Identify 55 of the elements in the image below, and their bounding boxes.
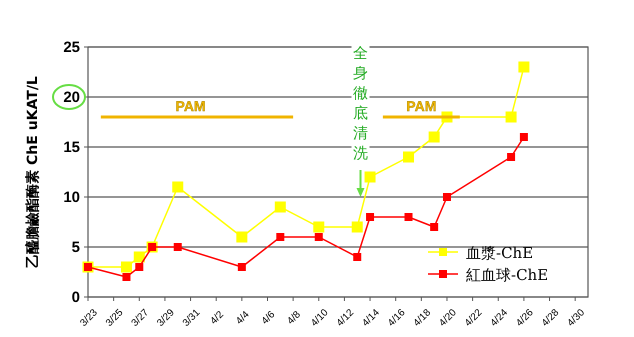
point [120, 262, 132, 272]
point [122, 273, 130, 281]
point [404, 213, 413, 221]
point [238, 263, 246, 271]
point [442, 193, 451, 201]
x-tick-label: 4/16 [386, 306, 408, 329]
point [134, 252, 145, 262]
point [366, 213, 374, 221]
annotation: PAM [176, 98, 206, 114]
x-tick-label: 3/31 [180, 306, 203, 329]
point [428, 132, 440, 142]
x-tick-label: 4/10 [309, 306, 331, 329]
x-tick-label: 4/22 [462, 306, 485, 329]
x-tick-label: 4/18 [412, 306, 434, 329]
x-tick-label: 4/4 [234, 308, 252, 327]
point [364, 172, 376, 182]
y-tick-label: 10 [63, 189, 80, 206]
x-tick-label: 4/20 [437, 306, 460, 329]
x-tick-label: 4/8 [285, 308, 304, 327]
point [430, 223, 438, 231]
point [518, 62, 530, 72]
x-tick-label: 4/24 [488, 306, 510, 329]
point [172, 182, 184, 192]
point [352, 222, 363, 232]
x-tick-label: 3/29 [155, 306, 178, 329]
x-tick-label: 4/6 [260, 308, 278, 327]
point [314, 233, 323, 241]
point [276, 233, 284, 241]
x-tick-label: 4/26 [514, 306, 536, 329]
legend-label: 紅血球-ChE [466, 266, 548, 284]
x-tick-label: 3/23 [78, 306, 100, 329]
y-tick-label: 15 [63, 139, 80, 156]
x-tick-label: 4/2 [208, 308, 226, 327]
y-tick-label: 0 [72, 289, 80, 306]
annotation: 全身徹底清洗 [353, 44, 368, 162]
legend-label: 血漿-ChE [466, 244, 534, 262]
point [274, 202, 286, 212]
point [507, 153, 516, 161]
point [135, 263, 144, 271]
y-tick-label: 5 [72, 239, 80, 256]
x-tick-label: 4/12 [334, 306, 357, 329]
point [403, 152, 414, 162]
x-tick-label: 4/14 [360, 306, 382, 329]
point [520, 133, 528, 141]
point [236, 232, 248, 242]
y-axis-title: 乙醯膽鹼酯酶素 ChE uKAT/L [24, 76, 41, 268]
point [313, 222, 324, 232]
y-tick-label: 20 [63, 89, 80, 106]
x-tick-label: 4/30 [565, 306, 588, 329]
point [353, 253, 362, 261]
x-tick-label: 4/28 [540, 306, 562, 329]
y-tick-label: 25 [63, 39, 80, 56]
point [506, 112, 517, 122]
annotation: PAM [406, 98, 436, 114]
point [174, 243, 182, 251]
